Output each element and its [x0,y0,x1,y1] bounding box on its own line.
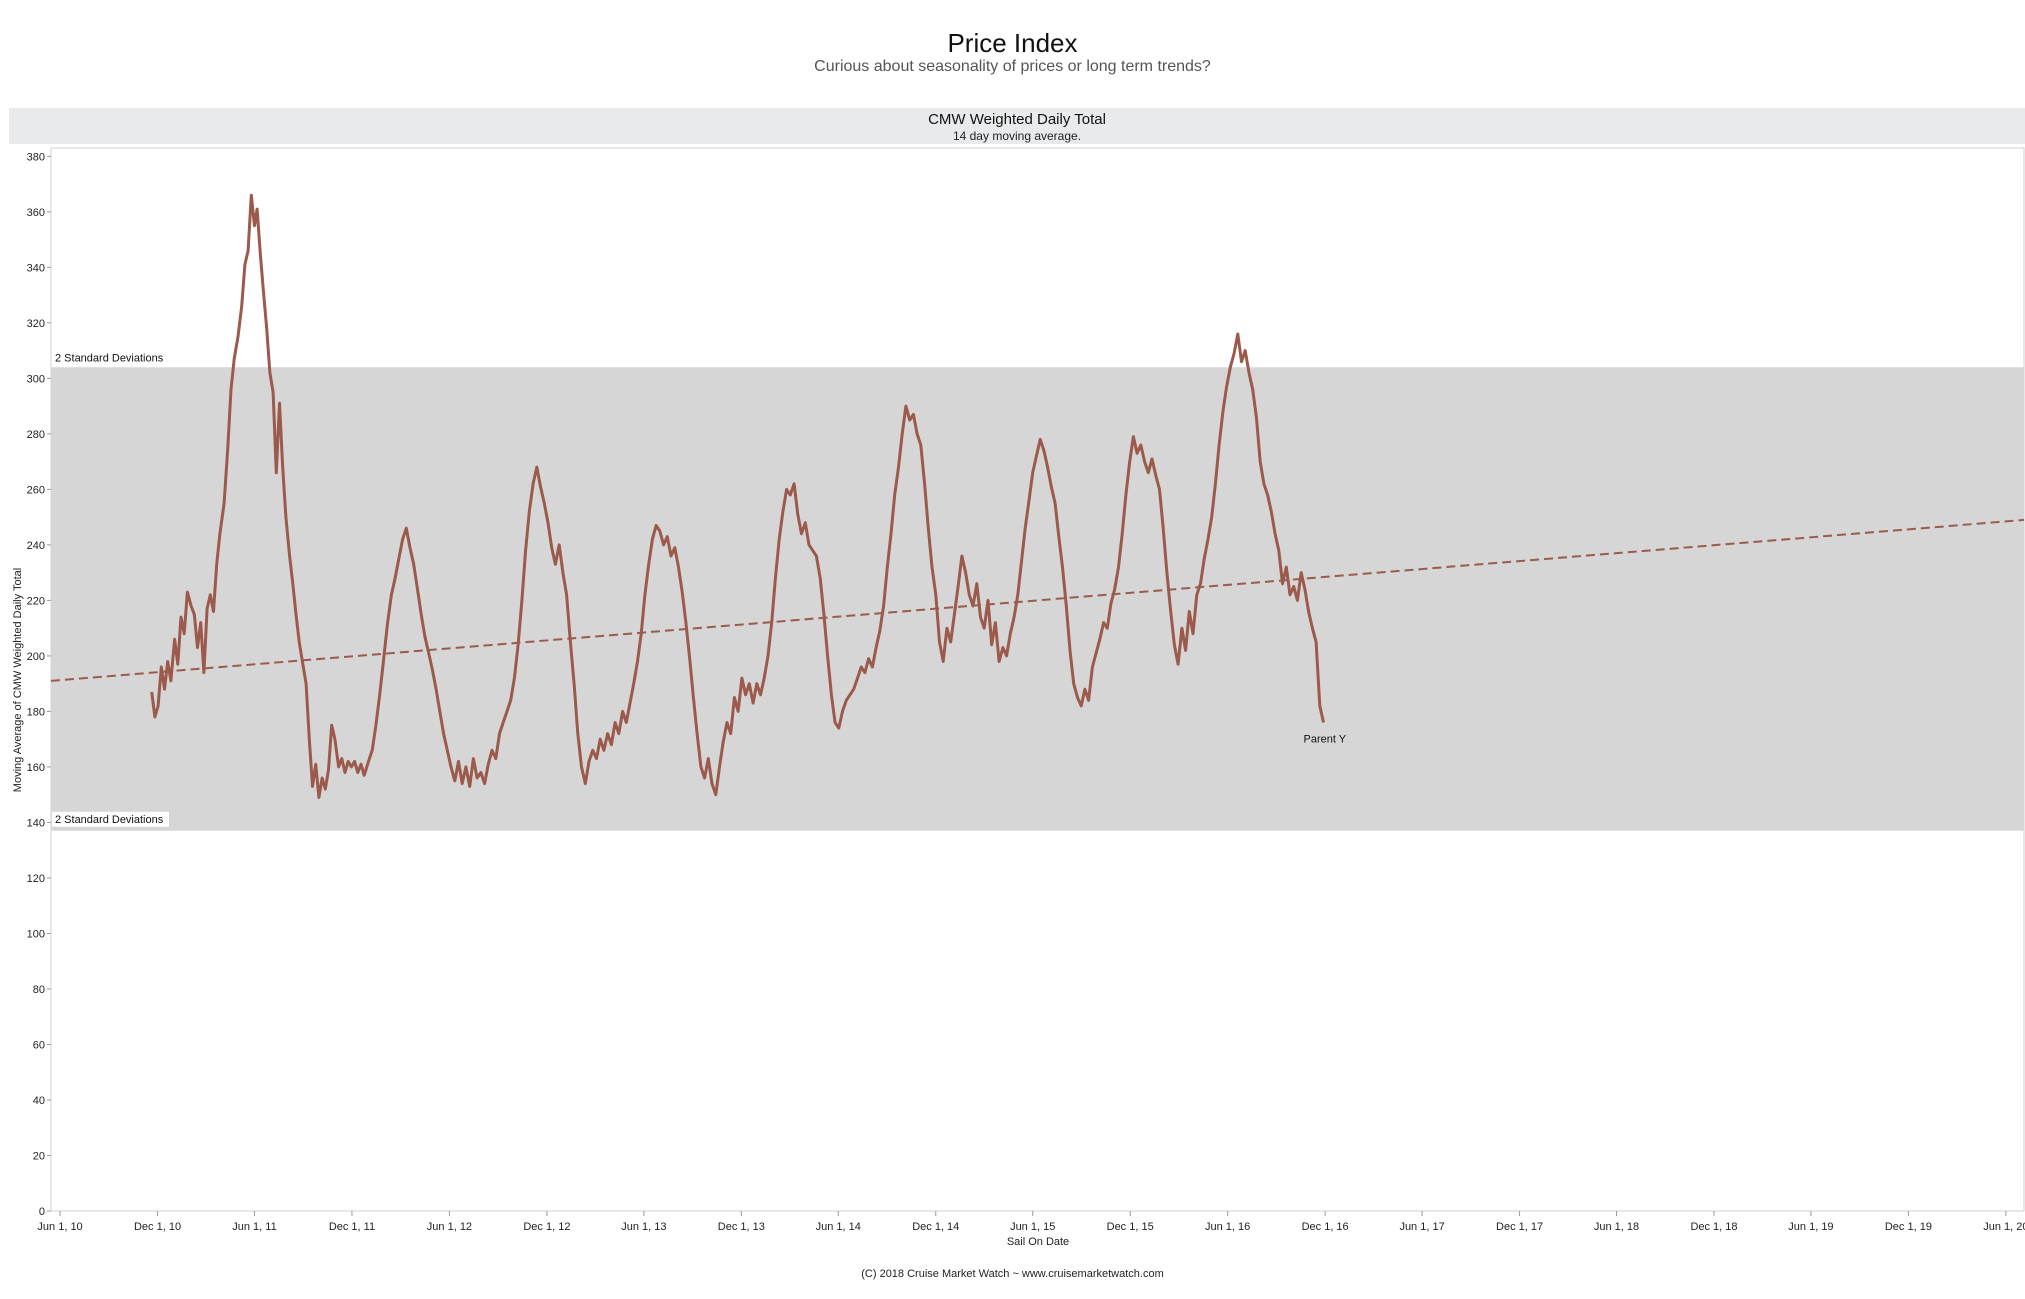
y-tick-label: 20 [33,1150,45,1162]
x-tick-label: Jun 1, 13 [621,1221,666,1233]
y-tick-label: 160 [27,762,45,774]
y-tick-label: 320 [27,318,45,330]
x-tick-label: Dec 1, 14 [912,1221,959,1233]
x-tick-label: Jun 1, 11 [232,1221,276,1233]
x-tick-label: Dec 1, 18 [1690,1221,1737,1233]
y-tick-label: 180 [27,706,45,718]
x-tick-label: Jun 1, 19 [1788,1221,1833,1233]
x-tick-label: Dec 1, 15 [1107,1221,1154,1233]
chart-pane-header: CMW Weighted Daily Total 14 day moving a… [9,108,2025,144]
series-end-label: Parent Y [1304,734,1347,746]
y-tick-label: 80 [33,984,45,996]
lower-band-label: 2 Standard Deviations [55,814,164,826]
x-tick-label: Jun 1, 20 [1983,1221,2025,1233]
x-tick-label: Jun 1, 10 [37,1221,82,1233]
chart-subtitle: 14 day moving average. [952,129,1082,143]
y-tick-label: 220 [27,595,45,607]
y-tick-label: 200 [27,651,45,663]
footer-credit: (C) 2018 Cruise Market Watch ~ www.cruis… [861,1268,1164,1280]
y-tick-label: 300 [27,373,45,385]
series-line-0 [150,193,1325,799]
y-tick-label: 120 [27,873,45,885]
y-tick-label: 240 [27,540,45,552]
y-tick-label: 100 [27,928,45,940]
y-tick-label: 0 [39,1206,45,1218]
y-axis-title: Moving Average of CMW Weighted Daily Tot… [12,568,24,792]
x-tick-label: Dec 1, 10 [134,1221,181,1233]
x-tick-label: Dec 1, 12 [523,1221,570,1233]
y-tick-label: 340 [27,262,45,274]
x-tick-label: Dec 1, 17 [1496,1221,1543,1233]
x-tick-label: Jun 1, 18 [1594,1221,1639,1233]
x-axis-title: Sail On Date [1007,1236,1069,1248]
trend-line [50,518,2025,682]
upper-band-label: 2 Standard Deviations [55,352,164,364]
x-tick-label: Dec 1, 11 [329,1221,375,1233]
y-tick-label: 280 [27,429,45,441]
x-tick-label: Jun 1, 14 [816,1221,861,1233]
x-tick-label: Jun 1, 12 [427,1221,472,1233]
x-tick-label: Dec 1, 16 [1302,1221,1349,1233]
y-tick-label: 140 [27,817,45,829]
x-tick-label: Jun 1, 17 [1399,1221,1444,1233]
y-tick-label: 260 [27,484,45,496]
lower-band-label-bg [52,811,169,827]
y-tick-label: 380 [27,151,45,163]
chart-title: CMW Weighted Daily Total [928,111,1106,128]
page-subtitle: Curious about seasonality of prices or l… [814,58,1211,75]
y-tick-label: 40 [33,1095,45,1107]
x-tick-label: Dec 1, 13 [718,1221,765,1233]
x-tick-label: Jun 1, 16 [1205,1221,1250,1233]
page-title: Price Index [947,28,1078,58]
y-tick-label: 60 [33,1039,45,1051]
x-tick-label: Dec 1, 19 [1885,1221,1932,1233]
x-tick-label: Jun 1, 15 [1010,1221,1055,1233]
y-tick-label: 360 [27,207,45,219]
